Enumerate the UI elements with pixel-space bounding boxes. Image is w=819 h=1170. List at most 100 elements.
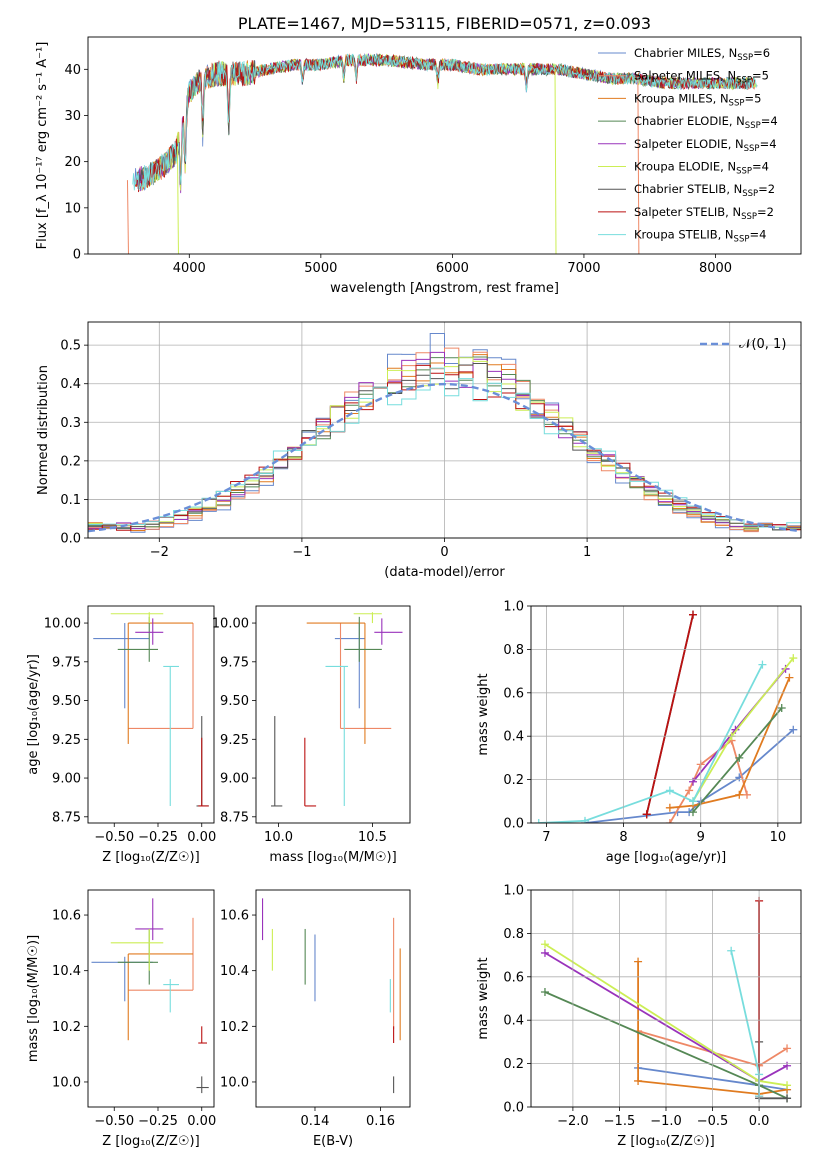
weight-marker: [789, 654, 798, 663]
x-tick-label: 1: [583, 545, 591, 560]
x-tick-label: 7: [542, 830, 550, 845]
legend-entry-chabrier-stelib: Chabrier STELIB, NSSP=2: [634, 182, 775, 199]
y-tick-label: 8.75: [220, 810, 249, 825]
plot-area-weight-vs-age: [534, 610, 798, 823]
weight-series-chabrier-elodie: [689, 703, 786, 817]
x-tick-label: 0.00: [187, 830, 216, 845]
spectrum-dropout: [176, 146, 179, 254]
y-tick-label: 9.25: [52, 733, 81, 748]
axes-frame: [87, 321, 802, 539]
x-axis-label: Z [log₁₀(Z/Z☉)]: [617, 1134, 714, 1149]
y-tick-label: 9.25: [220, 733, 249, 748]
legend-entry-salpeter-stelib: Salpeter STELIB, NSSP=2: [634, 205, 774, 222]
x-axis-label: wavelength [Angstrom, rest frame]: [330, 281, 559, 296]
weight-marker: [540, 948, 549, 957]
errorbar-kroupa-stelib: [163, 979, 179, 1013]
y-tick-label: 0.0: [503, 1101, 524, 1116]
axes-frame: [87, 36, 802, 255]
y-tick-label: 0.0: [503, 817, 524, 832]
x-axis-label: mass [log₁₀(M/M☉)]: [269, 850, 396, 865]
y-tick-label: 9.75: [220, 655, 249, 670]
errorbar-kroupa-stelib: [325, 665, 349, 806]
axes-weight-vs-z: −2.0 −1.5 −1.0 −0.5 0.0 0.0 0.2 0.4 0.6 0.8 1.0 Z […: [476, 884, 802, 1149]
errorbar-chabrier-elodie: [344, 616, 382, 662]
errorbar-kroupa-miles: [127, 953, 193, 1041]
x-tick-label: −2.0: [557, 1114, 589, 1129]
weight-series-kroupa-stelib: [534, 660, 767, 823]
errorbar-kroupa-elodie: [110, 612, 164, 624]
axes-frame: [255, 889, 411, 1108]
x-tick-label: −0.50: [94, 1114, 134, 1129]
y-tick-label: 0.2: [503, 773, 524, 788]
spectrum-dropout: [126, 180, 129, 254]
weight-marker: [634, 957, 643, 966]
weight-marker: [783, 1044, 792, 1053]
weight-series-salpeter-miles: [665, 736, 751, 823]
y-tick-label: 10.0: [220, 1075, 249, 1090]
weight-marker: [785, 673, 794, 682]
x-tick-label: 0.14: [301, 1114, 330, 1129]
x-tick-label: −1.0: [650, 1114, 682, 1129]
y-tick-label: 10.2: [220, 1020, 249, 1035]
y-tick-label: 0.3: [60, 416, 81, 431]
errorbar-kroupa-miles: [127, 622, 193, 744]
legend-entry-kroupa-elodie: Kroupa ELODIE, NSSP=4: [634, 160, 769, 177]
y-tick-label: 10.4: [52, 964, 81, 979]
y-tick-label: 20: [64, 155, 81, 170]
y-tick-label: 30: [64, 109, 81, 124]
weight-marker: [689, 777, 697, 786]
legend-entry-chabrier-miles: Chabrier MILES, NSSP=6: [634, 46, 770, 63]
weight-marker: [783, 1094, 792, 1103]
x-tick-label: 0.0: [749, 1114, 770, 1129]
y-tick-label: 9.50: [52, 694, 81, 709]
weight-line: [669, 738, 748, 823]
errorbar-chabrier-miles: [334, 623, 365, 709]
errorbar-chabrier-stelib: [196, 1076, 209, 1094]
chart-title: PLATE=1467, MJD=53115, FIBERID=0571, z=0…: [238, 14, 651, 33]
y-tick-label: 0.4: [503, 730, 524, 745]
weight-marker: [777, 703, 786, 712]
spectrum-line-chabrier-stelib: [136, 54, 753, 188]
y-tick-label: 0.5: [60, 339, 81, 354]
errorbar-kroupa-stelib: [163, 665, 179, 806]
y-tick-label: 10.00: [44, 617, 81, 632]
axes-frame: [530, 605, 802, 824]
y-axis-label: age [log₁₀(age/yr)]: [26, 654, 41, 775]
x-axis-label: (data-model)/error: [384, 565, 505, 580]
x-tick-label: −2: [150, 545, 169, 560]
weight-marker: [540, 940, 549, 949]
weight-marker: [685, 786, 694, 795]
x-tick-label: 0: [440, 545, 448, 560]
errorbar-chabrier-stelib: [271, 716, 283, 807]
y-tick-label: 0.6: [503, 970, 524, 985]
x-tick-label: 8000: [699, 261, 732, 276]
y-tick-label: 10.2: [52, 1020, 81, 1035]
x-tick-label: −1: [292, 545, 311, 560]
x-axis-label: Z [log₁₀(Z/Z☉)]: [102, 1134, 199, 1149]
axes-mass-vs-z: −0.50 −0.25 0.00 10.0 10.2 10.4 10.6 Z [log₁₀(Z…: [26, 889, 216, 1149]
plot-area-mass-vs-ebv: [262, 898, 401, 1094]
x-tick-label: 9: [697, 830, 705, 845]
weight-marker: [783, 1061, 792, 1070]
weight-line: [645, 614, 694, 815]
plot-area-age-vs-mass: [271, 612, 403, 807]
x-tick-label: 5000: [304, 261, 337, 276]
y-tick-label: 8.75: [52, 810, 81, 825]
y-axis-label: mass weight: [476, 673, 491, 755]
axes-frame: [530, 889, 802, 1108]
x-tick-label: −1.5: [604, 1114, 636, 1129]
plot-area-age-vs-z: [93, 612, 209, 807]
plot-area-mass-vs-z: [91, 898, 209, 1094]
weight-marker: [689, 808, 697, 817]
spectrum-dropout: [554, 69, 557, 254]
axes-frame: [87, 605, 215, 824]
y-tick-label: 0: [73, 248, 81, 263]
weight-marker: [758, 660, 767, 669]
axes-frame: [255, 605, 411, 824]
x-tick-label: −0.50: [94, 830, 134, 845]
x-tick-label: 6000: [436, 261, 469, 276]
y-tick-label: 9.00: [52, 772, 81, 787]
y-tick-label: 10.4: [220, 964, 249, 979]
weight-line: [584, 729, 794, 823]
